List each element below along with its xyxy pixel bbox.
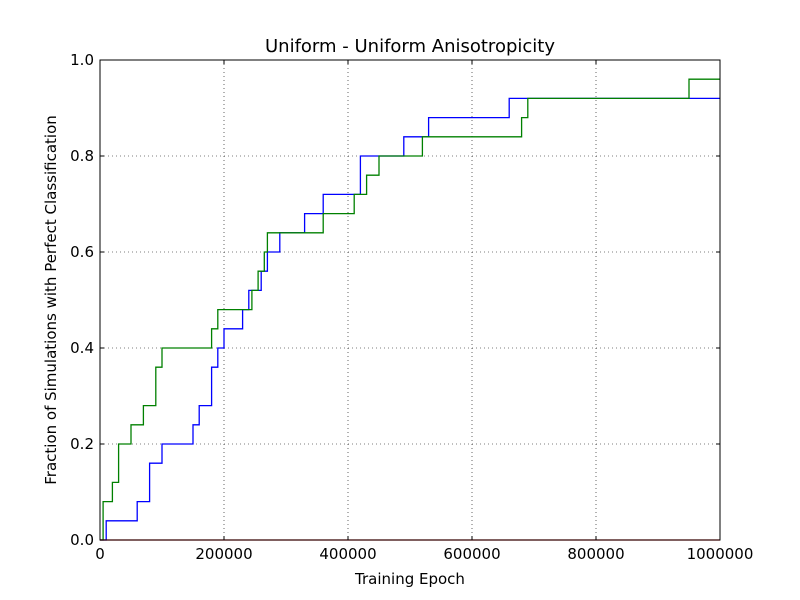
y-tick-label: 0.8 bbox=[70, 147, 94, 165]
grid bbox=[100, 60, 720, 540]
series-line-2 bbox=[100, 78, 720, 541]
x-tick-label: 0 bbox=[95, 545, 105, 563]
y-tick-label: 0.2 bbox=[70, 435, 94, 453]
y-tick-label: 0.0 bbox=[70, 531, 94, 549]
x-tick-label: 600000 bbox=[443, 545, 500, 563]
x-tick-label: 1000000 bbox=[687, 545, 754, 563]
plot-frame bbox=[99, 59, 721, 541]
y-tick-label: 0.4 bbox=[70, 339, 94, 357]
y-axis-label: Fraction of Simulations with Perfect Cla… bbox=[42, 115, 60, 485]
x-tick-label: 400000 bbox=[319, 545, 376, 563]
ticks: 0 200000 400000 600000 800000 1000000 0.0 0.2 0.… bbox=[70, 51, 753, 563]
x-tick-label: 200000 bbox=[195, 545, 252, 563]
chart-title: Uniform - Uniform Anisotropicity bbox=[265, 36, 555, 57]
plot-area: 0 200000 400000 600000 800000 1000000 0.0 0.2 0.… bbox=[70, 51, 753, 563]
plot-background bbox=[100, 60, 720, 540]
x-axis-label: Training Epoch bbox=[354, 570, 465, 588]
y-tick-label: 1.0 bbox=[70, 51, 94, 69]
y-tick-label: 0.6 bbox=[70, 243, 94, 261]
x-tick-label: 800000 bbox=[567, 545, 624, 563]
